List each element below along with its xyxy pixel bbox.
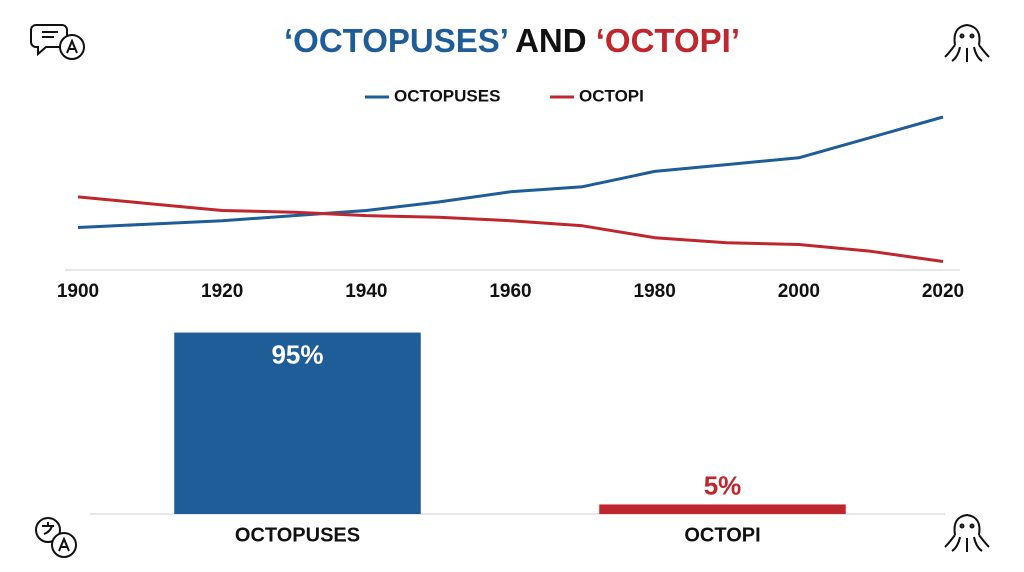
title-part: AND xyxy=(515,22,587,59)
x-tick-label: OCTOPUSES xyxy=(235,524,360,546)
x-tick-label: 1900 xyxy=(57,281,99,302)
translate-icon xyxy=(30,24,85,60)
octopus-icon xyxy=(944,513,990,552)
x-tick-label: 1940 xyxy=(345,281,387,302)
legend-label: OCTOPI xyxy=(579,86,644,105)
octopus-icon xyxy=(944,23,990,62)
x-tick-label: 1960 xyxy=(489,281,531,302)
bar xyxy=(174,332,421,514)
x-tick-label: 2020 xyxy=(922,281,964,302)
line-series xyxy=(77,195,944,263)
title-part: ‘OCTOPI’ xyxy=(596,22,740,59)
bar xyxy=(599,504,846,514)
legend-label: OCTOPUSES xyxy=(394,86,500,105)
chart-title: ‘OCTOPUSES’ AND ‘OCTOPI’ xyxy=(284,22,740,59)
title-part: ‘OCTOPUSES’ xyxy=(284,22,507,59)
x-tick-label: 2000 xyxy=(778,281,820,302)
translate-icon xyxy=(35,517,77,558)
line-series xyxy=(77,115,944,229)
value-label: 95% xyxy=(271,339,323,369)
x-tick-label: 1920 xyxy=(201,281,243,302)
x-tick-label: 1980 xyxy=(634,281,676,302)
x-tick-label: OCTOPI xyxy=(684,524,760,546)
value-label: 5% xyxy=(704,470,742,500)
